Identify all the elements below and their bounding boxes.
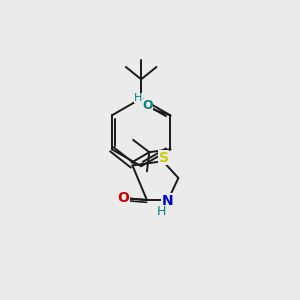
Text: O: O xyxy=(117,191,129,205)
Text: O: O xyxy=(142,100,153,112)
Text: H: H xyxy=(157,205,166,218)
Text: N: N xyxy=(162,194,173,208)
Text: H: H xyxy=(134,93,142,103)
Text: S: S xyxy=(159,151,169,165)
